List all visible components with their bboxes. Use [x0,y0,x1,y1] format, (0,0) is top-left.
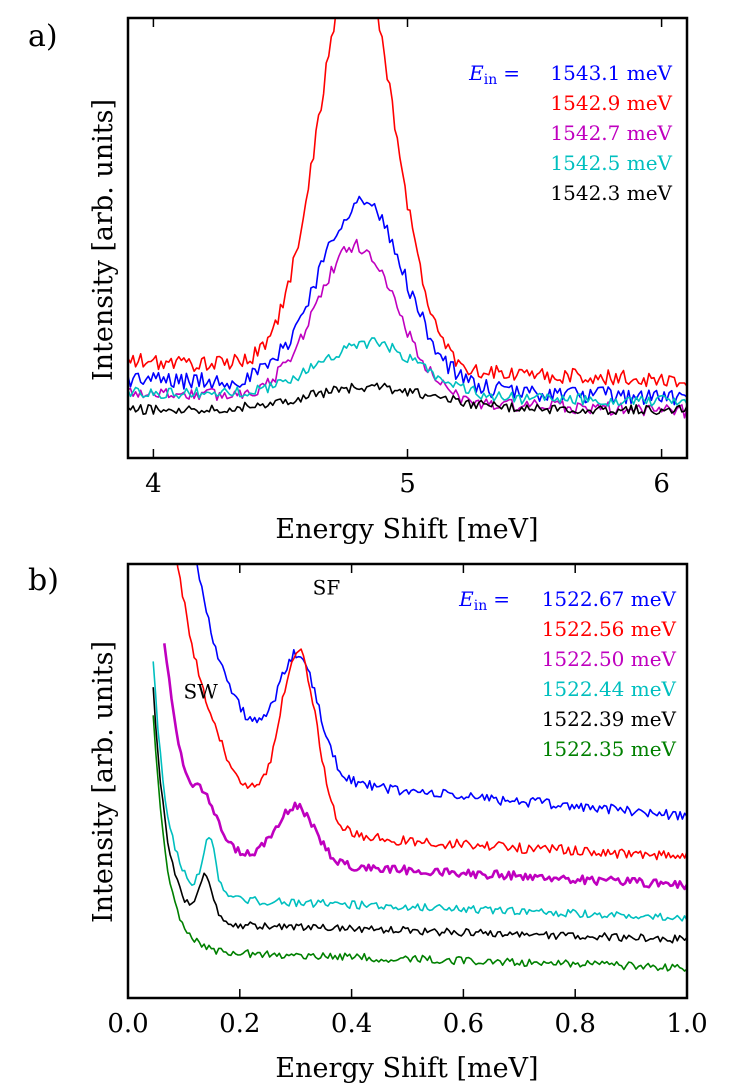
panel-b-legend-prefix-equals: = [493,587,510,611]
panel-a-legend-prefix-subscript: in [484,72,498,88]
panel-b-label: b) [28,563,59,598]
panel-a-series-group [128,18,687,419]
panel-b-x-axis-label: Energy Shift [meV] [275,1053,538,1084]
series-line [128,195,687,406]
legend-entry: 1542.5 meV [550,151,672,175]
panel-a-plot-frame [126,16,689,460]
panel-b-chart: b) Intensity [arb. units] Energy Shift [… [28,562,708,1084]
panel-b-legend: Ein = 1522.67 meV 1522.56 meV 1522.50 meV 15… [458,587,676,761]
x-tick-label: 0.6 [443,1009,484,1039]
panel-a-y-axis-label: Intensity [arb. units] [88,99,119,381]
legend-entry: 1542.7 meV [550,121,672,145]
x-tick-label: 1.0 [666,1009,707,1039]
series-line [128,382,687,416]
legend-entry: 1542.9 meV [550,91,672,115]
series-line [163,643,687,891]
x-tick-label: 0.0 [107,1009,148,1039]
x-tick-label: 5 [399,469,416,499]
series-line [152,687,687,944]
series-line [152,661,687,922]
legend-entry: 1522.35 meV [542,737,677,761]
x-tick-label: 0.2 [219,1009,260,1039]
x-tick-label: 0.4 [331,1009,372,1039]
panel-a-legend-prefix: Ein = [468,61,520,88]
panel-b-series-group [152,564,687,972]
panel-a-x-ticks: 4 5 6 [145,18,670,499]
panel-b-plot-frame [126,562,689,1000]
panel-b-y-axis-label: Intensity [arb. units] [88,641,119,923]
panel-b-x-ticks: 0.0 0.2 0.4 0.6 0.8 1.0 [107,564,708,1039]
panel-b-legend-prefix-symbol: E [458,587,474,611]
panel-b-legend-prefix: Ein = [458,587,510,614]
legend-entry: 1543.1 meV [550,61,672,85]
series-line [128,238,687,419]
legend-entry: 1522.50 meV [542,647,677,671]
legend-entry: 1542.3 meV [550,181,672,205]
series-line [152,715,687,972]
panel-a-x-axis-label: Energy Shift [meV] [275,514,538,545]
x-tick-label: 4 [145,469,162,499]
panel-b-legend-prefix-subscript: in [474,598,488,614]
peak-annotation: SW [184,680,219,704]
legend-entry: 1522.56 meV [542,617,677,641]
panel-a-chart: a) Intensity [arb. units] Energy Shift [… [28,16,689,545]
series-line [196,564,687,821]
peak-annotation: SF [313,575,341,599]
legend-entry: 1522.39 meV [542,707,677,731]
panel-a-legend-prefix-symbol: E [468,61,484,85]
panel-a-label: a) [28,19,58,54]
panel-a-legend-prefix-equals: = [503,61,520,85]
series-line [176,564,687,861]
x-tick-label: 6 [653,469,670,499]
legend-entry: 1522.44 meV [542,677,677,701]
series-line [128,18,687,388]
x-tick-label: 0.8 [555,1009,596,1039]
legend-entry: 1522.67 meV [542,587,677,611]
series-line [128,337,687,407]
panel-a-legend: Ein = 1543.1 meV 1542.9 meV 1542.7 meV 1542.… [468,61,672,205]
panel-b-annotations: SF SW [184,575,341,703]
